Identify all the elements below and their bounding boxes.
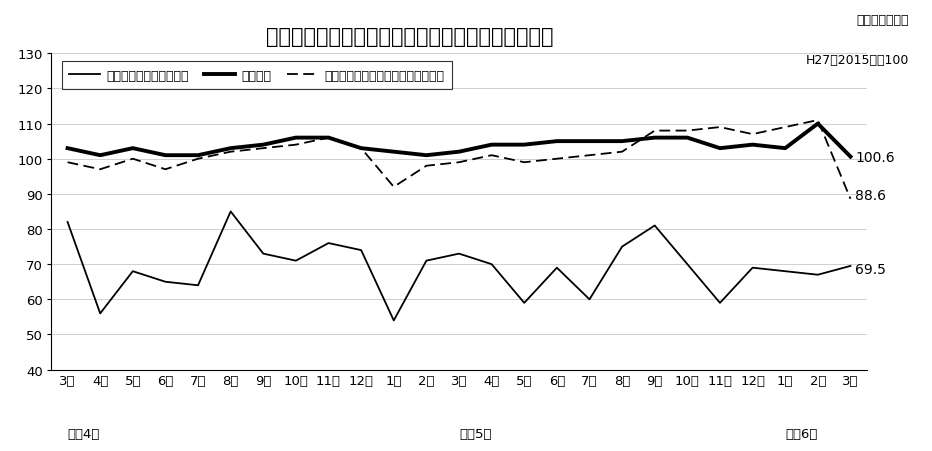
Title: 食料品工業（畜産関係・飲料・その他）の生産指数: 食料品工業（畜産関係・飲料・その他）の生産指数 [267,27,554,47]
Text: 令和6年: 令和6年 [785,427,817,440]
Text: 100.6: 100.6 [856,150,895,164]
Legend: 飲料（焼酎・清涼飲料）, 畜産関係, 食料品工業（除く畜産関係・飲料）: 飲料（焼酎・清涼飲料）, 畜産関係, 食料品工業（除く畜産関係・飲料） [62,62,452,90]
Text: H27（2015）＝100: H27（2015）＝100 [805,54,909,67]
Text: 令和5年: 令和5年 [459,427,491,440]
Text: 季節調整済指数: 季節調整済指数 [857,14,909,27]
Text: 令和4年: 令和4年 [67,427,100,440]
Text: 69.5: 69.5 [856,263,886,277]
Text: 88.6: 88.6 [856,189,886,203]
